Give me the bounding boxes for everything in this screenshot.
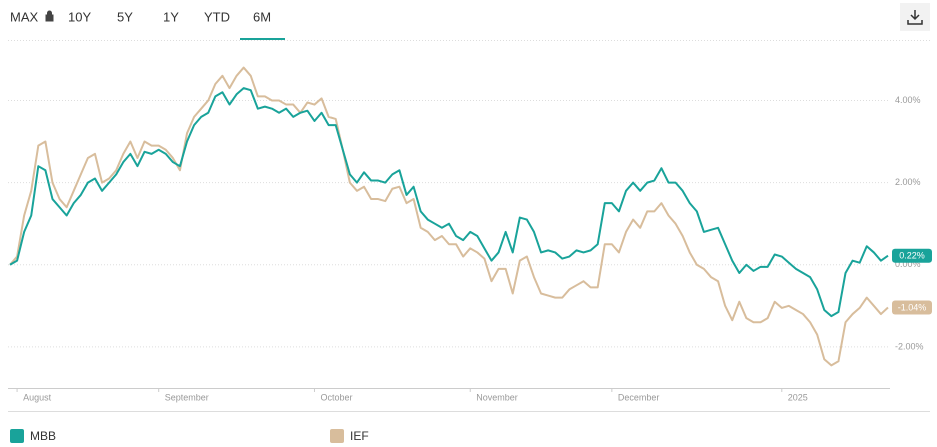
lock-icon [45, 10, 54, 22]
tab[interactable]: 5Y [117, 9, 133, 24]
legend-swatch[interactable] [330, 429, 344, 443]
tab[interactable]: 10Y [68, 9, 91, 24]
tab[interactable]: 1Y [163, 9, 179, 24]
y-tick-label: 4.00% [895, 95, 921, 105]
x-tick-label: 2025 [788, 392, 808, 402]
end-label: -1.04% [898, 302, 927, 312]
download-button[interactable] [900, 3, 930, 31]
x-tick-label: September [165, 392, 209, 402]
series-line [9, 66, 889, 367]
x-tick-label: August [23, 392, 52, 402]
end-badge [892, 248, 932, 263]
x-tick-label: October [320, 392, 352, 402]
legend-label[interactable]: IEF [350, 429, 369, 443]
y-tick-label: 2.00% [895, 177, 921, 187]
y-tick-label: -2.00% [895, 341, 924, 351]
series-line [9, 87, 889, 318]
tab[interactable]: MAX [10, 9, 39, 24]
download-icon[interactable] [907, 10, 923, 25]
tab[interactable]: YTD [204, 9, 230, 24]
legend-item[interactable]: MBB [10, 429, 56, 443]
tab[interactable]: 6M [253, 9, 271, 24]
legend-swatch[interactable] [10, 429, 24, 443]
end-label: 0.22% [899, 251, 925, 261]
x-tick-label: December [618, 392, 660, 402]
y-tick-label: 0.00% [895, 259, 921, 269]
legend-item[interactable]: IEF [330, 429, 369, 443]
legend-label[interactable]: MBB [30, 429, 56, 443]
x-tick-label: November [476, 392, 518, 402]
end-badge [892, 300, 932, 315]
